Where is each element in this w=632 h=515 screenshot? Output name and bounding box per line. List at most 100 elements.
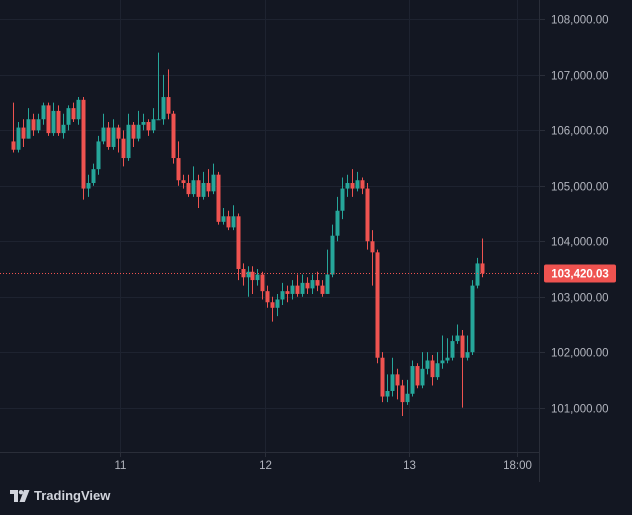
candle-body bbox=[440, 360, 445, 364]
candle-body bbox=[355, 180, 360, 189]
candle-up bbox=[310, 274, 315, 294]
candle-down bbox=[131, 122, 136, 147]
candle-up bbox=[191, 166, 196, 197]
candle-up bbox=[410, 360, 415, 397]
candle-body bbox=[211, 174, 216, 192]
candle-up bbox=[420, 352, 425, 389]
candle-body bbox=[445, 357, 450, 361]
candle-body bbox=[81, 99, 86, 189]
candle-body bbox=[450, 341, 455, 358]
candle-body bbox=[96, 141, 101, 170]
candle-down bbox=[360, 177, 365, 195]
candle-up bbox=[345, 174, 350, 197]
time-tick-label: 12 bbox=[259, 460, 272, 472]
candle-body bbox=[86, 183, 91, 189]
candle-up bbox=[111, 119, 116, 150]
candle-up bbox=[201, 171, 206, 200]
candle-down bbox=[206, 169, 211, 197]
candle-up bbox=[340, 177, 345, 220]
candle-body bbox=[290, 285, 295, 294]
candle-up bbox=[455, 324, 460, 344]
candle-up bbox=[16, 122, 21, 153]
candle-body bbox=[370, 241, 375, 253]
candle-down bbox=[480, 238, 485, 278]
candle-up bbox=[51, 102, 56, 136]
candle-down bbox=[196, 174, 201, 208]
candle-body bbox=[126, 124, 131, 159]
candle-body bbox=[345, 183, 350, 189]
candle-up bbox=[325, 249, 330, 294]
candle-up bbox=[246, 266, 251, 297]
candle-up bbox=[66, 105, 71, 131]
candle-body bbox=[285, 291, 290, 294]
candle-down bbox=[116, 124, 121, 153]
candle-body bbox=[400, 385, 405, 403]
candle-up bbox=[445, 338, 450, 364]
candle-body bbox=[61, 124, 66, 134]
time-tick-label: 11 bbox=[115, 460, 127, 472]
candle-down bbox=[21, 119, 26, 147]
candle-body bbox=[76, 99, 81, 120]
candle-body bbox=[320, 285, 325, 294]
candle-up bbox=[470, 280, 475, 355]
candle-up bbox=[290, 280, 295, 300]
price-axis[interactable]: 108,000.00 107,000.00 106,000.00 105,000.00… bbox=[540, 15, 609, 416]
candle-up bbox=[156, 52, 161, 121]
candle-down bbox=[375, 249, 380, 364]
candle-up bbox=[450, 335, 455, 361]
tradingview-logo[interactable]: TradingView bbox=[10, 488, 110, 503]
candle-up bbox=[161, 74, 166, 125]
candle-down bbox=[305, 277, 310, 294]
candle-body bbox=[56, 110, 61, 134]
candle-body bbox=[340, 188, 345, 211]
candle-body bbox=[66, 108, 71, 125]
candle-body bbox=[51, 110, 56, 134]
candle-body bbox=[176, 158, 181, 181]
candle-down bbox=[460, 329, 465, 408]
candle-down bbox=[320, 280, 325, 297]
candle-body bbox=[226, 216, 231, 228]
candle-up bbox=[255, 268, 260, 286]
candlestick-chart[interactable]: 108,000.00 107,000.00 106,000.00 105,000.00… bbox=[0, 0, 632, 482]
candle-up bbox=[26, 108, 31, 139]
candle-body bbox=[181, 180, 186, 184]
candle-body bbox=[141, 122, 146, 125]
candle-body bbox=[26, 119, 31, 139]
candle-down bbox=[370, 230, 375, 286]
candle-down bbox=[171, 110, 176, 164]
candle-up bbox=[335, 196, 340, 242]
candle-body bbox=[455, 335, 460, 342]
price-tick-label: 105,000.00 bbox=[551, 182, 609, 194]
candle-up bbox=[76, 97, 81, 125]
candle-up bbox=[151, 108, 156, 134]
candle-down bbox=[121, 130, 126, 167]
candle-body bbox=[161, 97, 166, 120]
candle-up bbox=[126, 113, 131, 161]
candle-body bbox=[186, 183, 191, 195]
candle-body bbox=[111, 127, 116, 147]
candle-up bbox=[385, 374, 390, 403]
candle-body bbox=[360, 180, 365, 189]
candle-up bbox=[211, 163, 216, 195]
candle-body bbox=[236, 216, 241, 269]
candle-body bbox=[146, 122, 151, 131]
candle-body bbox=[350, 183, 355, 189]
candle-body bbox=[46, 105, 51, 134]
price-tick-label: 103,000.00 bbox=[551, 293, 609, 305]
candle-up bbox=[330, 224, 335, 278]
candle-down bbox=[226, 210, 231, 231]
candle-body bbox=[21, 127, 26, 139]
footer bbox=[0, 482, 632, 515]
candle-body bbox=[131, 124, 136, 139]
candle-body bbox=[310, 280, 315, 289]
candle-body bbox=[166, 97, 171, 114]
candle-up bbox=[101, 113, 106, 145]
candle-body bbox=[246, 271, 251, 278]
candle-down bbox=[260, 271, 265, 300]
candle-down bbox=[81, 97, 86, 200]
candle-down bbox=[71, 102, 76, 123]
candle-up bbox=[280, 282, 285, 306]
candle-body bbox=[480, 263, 485, 274]
time-axis[interactable]: 11 12 13 18:00 bbox=[115, 452, 532, 472]
candle-body bbox=[206, 183, 211, 192]
